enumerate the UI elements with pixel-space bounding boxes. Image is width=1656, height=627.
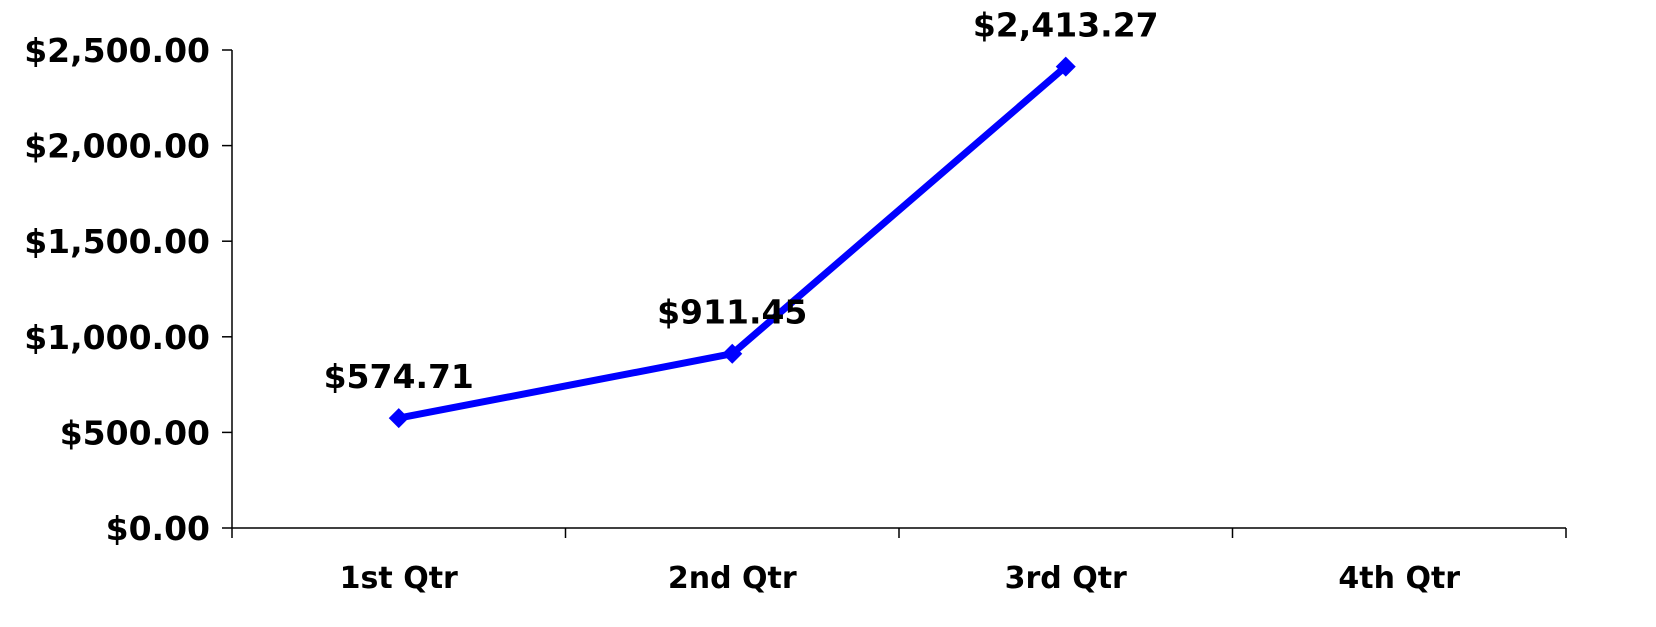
x-tick-label: 3rd Qtr: [1005, 561, 1127, 596]
y-axis-ticks: $0.00 $500.00 $1,000.00 $1,500.00 $2,000.00 $…: [24, 31, 232, 548]
data-labels: $574.71 $911.45 $2,413.27: [324, 6, 1159, 397]
data-label: $911.45: [657, 293, 807, 332]
y-tick-label: $0.00: [106, 509, 210, 548]
y-tick-label: $2,000.00: [24, 127, 210, 166]
x-tick-label: 4th Qtr: [1338, 561, 1460, 596]
y-tick-label: $1,500.00: [24, 222, 210, 261]
data-point-marker: [722, 343, 743, 364]
y-tick-label: $2,500.00: [24, 31, 210, 70]
data-label: $574.71: [324, 357, 474, 396]
y-tick-label: $500.00: [60, 413, 210, 452]
x-tick-label: 1st Qtr: [340, 561, 458, 596]
x-tick-label: 2nd Qtr: [668, 561, 797, 596]
x-axis-ticks: 1st Qtr 2nd Qtr 3rd Qtr 4th Qtr: [231, 528, 1567, 596]
data-point-marker: [1055, 56, 1076, 77]
axes: [231, 50, 1566, 529]
series-line: [398, 63, 1069, 422]
data-label: $2,413.27: [973, 6, 1159, 45]
y-tick-label: $1,000.00: [24, 318, 210, 357]
data-point-marker: [388, 408, 409, 429]
series: [388, 56, 1076, 429]
